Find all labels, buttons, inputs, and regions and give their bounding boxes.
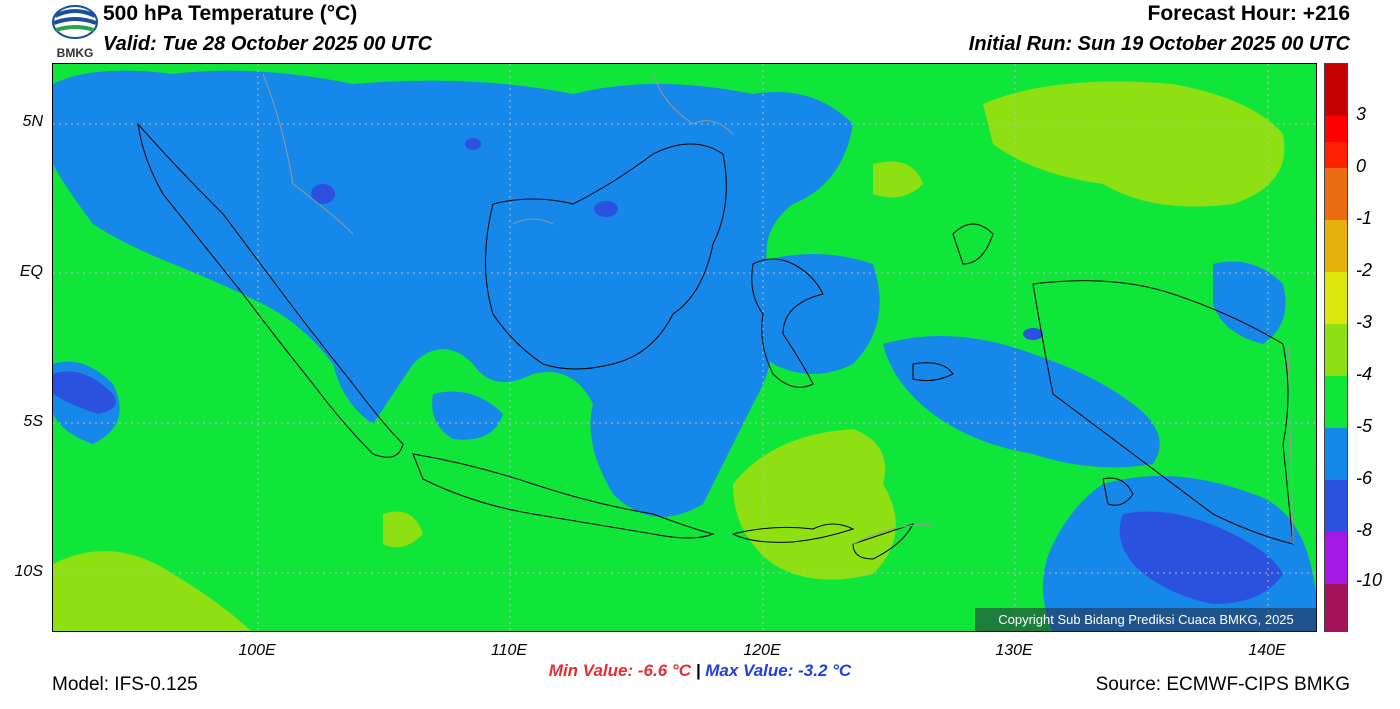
xlabel-100e: 100E	[238, 642, 276, 659]
colorbar-seg-9	[1325, 480, 1347, 532]
xlabel-120e: 120E	[743, 642, 781, 659]
chart-title: 500 hPa Temperature (°C)	[103, 2, 358, 25]
colorbar	[1324, 63, 1348, 632]
colorbar-label-neg10: -10	[1356, 570, 1383, 590]
colorbar-seg-10	[1325, 532, 1347, 584]
colorbar-seg-7	[1325, 376, 1347, 428]
model-label: Model: IFS-0.125	[52, 674, 198, 695]
ylabel-5n: 5N	[22, 113, 43, 130]
valid-time: Valid: Tue 28 October 2025 00 UTC	[103, 33, 433, 55]
forecast-hour: Forecast Hour: +216	[1147, 2, 1351, 25]
xlabel-130e: 130E	[995, 642, 1033, 659]
colorbar-seg-2	[1325, 142, 1347, 168]
colorbar-seg-6	[1325, 324, 1347, 376]
colorbar-label-0: 0	[1356, 156, 1367, 176]
colorbar-label-neg6: -6	[1356, 468, 1373, 488]
coastlines	[137, 122, 1294, 560]
ylabel-eq: EQ	[19, 263, 43, 280]
colorbar-seg-5	[1325, 272, 1347, 324]
colorbar-label-neg1: -1	[1356, 208, 1373, 228]
min-max-values: Min Value: -6.6 °C | Max Value: -3.2 °C	[0, 661, 1400, 681]
temperature-map	[52, 63, 1317, 632]
colorbar-label-neg3: -3	[1356, 312, 1373, 332]
colorbar-label-3: 3	[1356, 104, 1367, 124]
initial-run: Initial Run: Sun 19 October 2025 00 UTC	[968, 33, 1350, 55]
ylabel-5s: 5S	[23, 413, 43, 430]
bmkg-logo: BMKG	[50, 2, 100, 60]
xlabel-110e: 110E	[490, 642, 528, 659]
colorbar-label-neg8: -8	[1356, 520, 1373, 540]
cold-regions	[53, 138, 1283, 604]
ylabel-10s: 10S	[14, 563, 43, 580]
xlabel-140e: 140E	[1248, 642, 1286, 659]
copyright-notice: Copyright Sub Bidang Prediksi Cuaca BMKG…	[975, 608, 1317, 632]
separator: |	[695, 661, 701, 680]
lat-lon-grid	[53, 64, 1316, 631]
logo-text: BMKG	[57, 46, 94, 60]
colorbar-seg-0	[1325, 64, 1347, 116]
colorbar-seg-3	[1325, 168, 1347, 220]
min-value: Min Value: -6.6 °C	[548, 661, 691, 680]
colorbar-label-neg2: -2	[1356, 260, 1373, 280]
colorbar-label-neg4: -4	[1356, 364, 1373, 384]
colorbar-seg-4	[1325, 220, 1347, 272]
colorbar-seg-1	[1325, 116, 1347, 142]
borders	[262, 73, 1294, 545]
max-value: Max Value: -3.2 °C	[705, 661, 852, 680]
colorbar-label-neg5: -5	[1356, 416, 1373, 436]
colorbar-seg-11	[1325, 584, 1347, 631]
source-label: Source: ECMWF-CIPS BMKG	[1095, 674, 1350, 695]
colorbar-seg-8	[1325, 428, 1347, 480]
